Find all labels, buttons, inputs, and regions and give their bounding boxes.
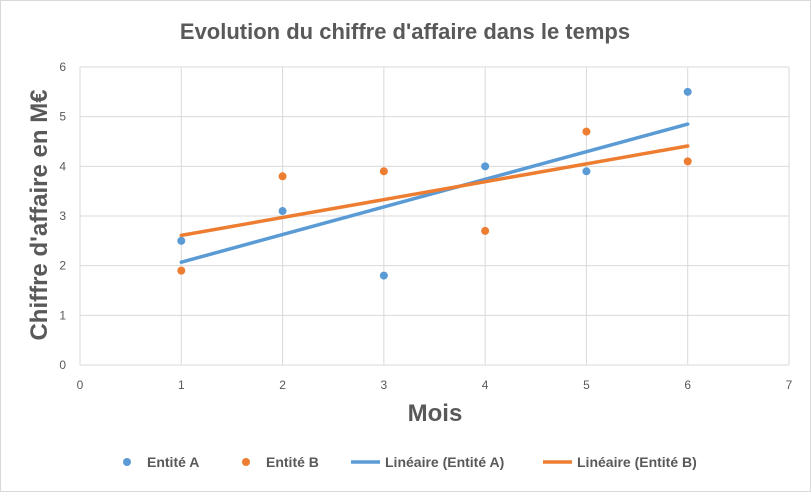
- y-tick-label: 5: [59, 110, 66, 124]
- gridlines: [79, 66, 790, 366]
- point-entite-a: [683, 87, 692, 96]
- legend-label: Entité A: [147, 454, 199, 470]
- legend-label: Entité B: [266, 454, 319, 470]
- y-tick-label: 3: [59, 209, 66, 223]
- point-entite-b: [582, 127, 591, 136]
- point-entite-b: [278, 172, 287, 181]
- point-entite-a: [379, 271, 388, 280]
- x-tick-label: 7: [786, 378, 793, 392]
- legend-trend-entite-a: Linéaire (Entité A): [351, 454, 504, 470]
- y-tick-label: 2: [59, 259, 66, 273]
- trendline-entite-b: [179, 144, 690, 238]
- legend-entite-a: Entité A: [123, 454, 199, 470]
- x-tick-label: 2: [279, 378, 286, 392]
- x-tick-label: 6: [684, 378, 691, 392]
- point-entite-b: [481, 226, 490, 235]
- y-axis-title: Chiffre d'affaire en M€: [26, 89, 53, 340]
- point-entite-b: [379, 167, 388, 176]
- point-entite-a: [582, 167, 591, 176]
- point-entite-a: [481, 162, 490, 171]
- legend-trend-entite-b: Linéaire (Entité B): [543, 454, 697, 470]
- legend-entite-b: Entité B: [242, 454, 319, 470]
- y-tick-label: 4: [59, 159, 66, 173]
- legend-label: Linéaire (Entité A): [385, 454, 504, 470]
- legend-marker: [123, 458, 131, 466]
- x-tick-label: 1: [178, 378, 185, 392]
- point-entite-b: [683, 157, 692, 166]
- x-tick-label: 5: [583, 378, 590, 392]
- trendline-entite-a: [179, 122, 690, 264]
- y-tick-label: 6: [59, 60, 66, 74]
- legend-marker: [242, 458, 250, 466]
- point-entite-b: [177, 266, 186, 275]
- y-tick-label: 0: [59, 358, 66, 372]
- y-tick-label: 1: [59, 308, 66, 322]
- point-entite-a: [278, 207, 287, 216]
- chart-title: Evolution du chiffre d'affaire dans le t…: [180, 19, 630, 44]
- legend-label: Linéaire (Entité B): [577, 454, 697, 470]
- x-axis-title: Mois: [408, 400, 463, 427]
- x-tick-label: 4: [482, 378, 489, 392]
- x-tick-label: 0: [77, 378, 84, 392]
- trendlines: [179, 122, 690, 264]
- legend: Entité A Entité B Linéaire (Entité A) Linéa…: [123, 454, 697, 470]
- tick-labels: 0 1 2 3 4 5 6 7 0 1 2 3 4 5 6: [59, 60, 792, 392]
- data-points: [177, 87, 692, 280]
- x-tick-label: 3: [381, 378, 388, 392]
- point-entite-a: [177, 236, 186, 245]
